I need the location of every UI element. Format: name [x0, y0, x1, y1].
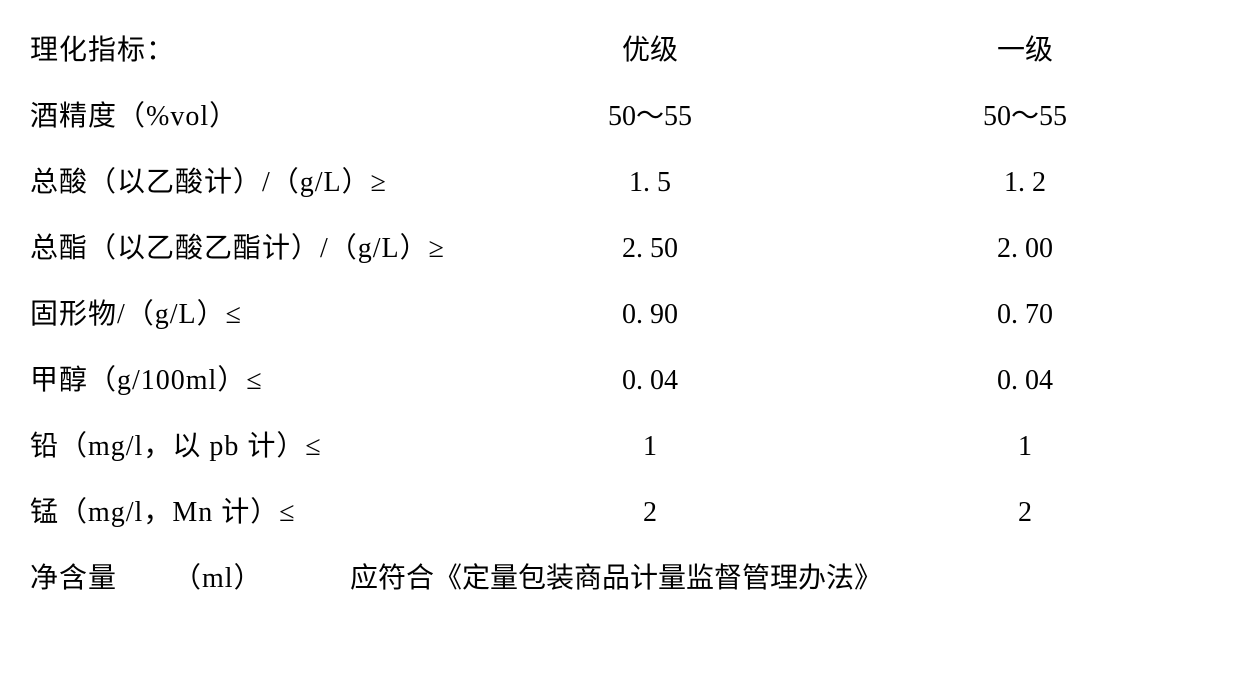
row-premium: 2. 50 — [460, 235, 840, 263]
row-first: 2. 00 — [840, 235, 1210, 263]
table-row: 铅（mg/l，以 pb 计）≤ 1 1 — [30, 414, 1210, 480]
row-first: 0. 04 — [840, 367, 1210, 395]
row-premium: 0. 90 — [460, 301, 840, 329]
table-row: 锰（mg/l，Mn 计）≤ 2 2 — [30, 480, 1210, 546]
header-first: 一级 — [840, 37, 1210, 65]
row-premium: 2 — [460, 499, 840, 527]
spec-table: 理化指标： 优级 一级 酒精度（%vol） 50～55 50～55 总酸（以乙酸… — [30, 18, 1210, 612]
row-label: 酒精度（%vol） — [30, 103, 460, 131]
row-label: 固形物/（g/L）≤ — [30, 301, 460, 329]
row-first: 50～55 — [840, 103, 1210, 131]
row-label: 总酯（以乙酸乙酯计）/（g/L）≥ — [30, 235, 460, 263]
table-row: 总酯（以乙酸乙酯计）/（g/L）≥ 2. 50 2. 00 — [30, 216, 1210, 282]
row-label: 铅（mg/l，以 pb 计）≤ — [30, 433, 460, 461]
header-premium: 优级 — [460, 37, 840, 65]
row-premium: 1. 5 — [460, 169, 840, 197]
table-row: 甲醇（g/100ml）≤ 0. 04 0. 04 — [30, 348, 1210, 414]
table-row: 固形物/（g/L）≤ 0. 90 0. 70 — [30, 282, 1210, 348]
footer-label-part1: 净含量 — [30, 565, 117, 593]
footer-label: 净含量 （ml） — [30, 565, 350, 593]
row-label: 总酸（以乙酸计）/（g/L）≥ — [30, 169, 460, 197]
row-first: 1 — [840, 433, 1210, 461]
table-row: 总酸（以乙酸计）/（g/L）≥ 1. 5 1. 2 — [30, 150, 1210, 216]
row-first: 1. 2 — [840, 169, 1210, 197]
footer-label-part2: （ml） — [173, 565, 263, 593]
row-first: 0. 70 — [840, 301, 1210, 329]
row-first: 2 — [840, 499, 1210, 527]
footer-row: 净含量 （ml） 应符合《定量包装商品计量监督管理办法》 — [30, 546, 1210, 612]
row-premium: 0. 04 — [460, 367, 840, 395]
row-premium: 1 — [460, 433, 840, 461]
header-label: 理化指标： — [30, 37, 460, 65]
row-label: 甲醇（g/100ml）≤ — [30, 367, 460, 395]
row-label: 锰（mg/l，Mn 计）≤ — [30, 499, 460, 527]
header-row: 理化指标： 优级 一级 — [30, 18, 1210, 84]
table-row: 酒精度（%vol） 50～55 50～55 — [30, 84, 1210, 150]
row-premium: 50～55 — [460, 103, 840, 131]
footer-value: 应符合《定量包装商品计量监督管理办法》 — [350, 565, 1210, 593]
